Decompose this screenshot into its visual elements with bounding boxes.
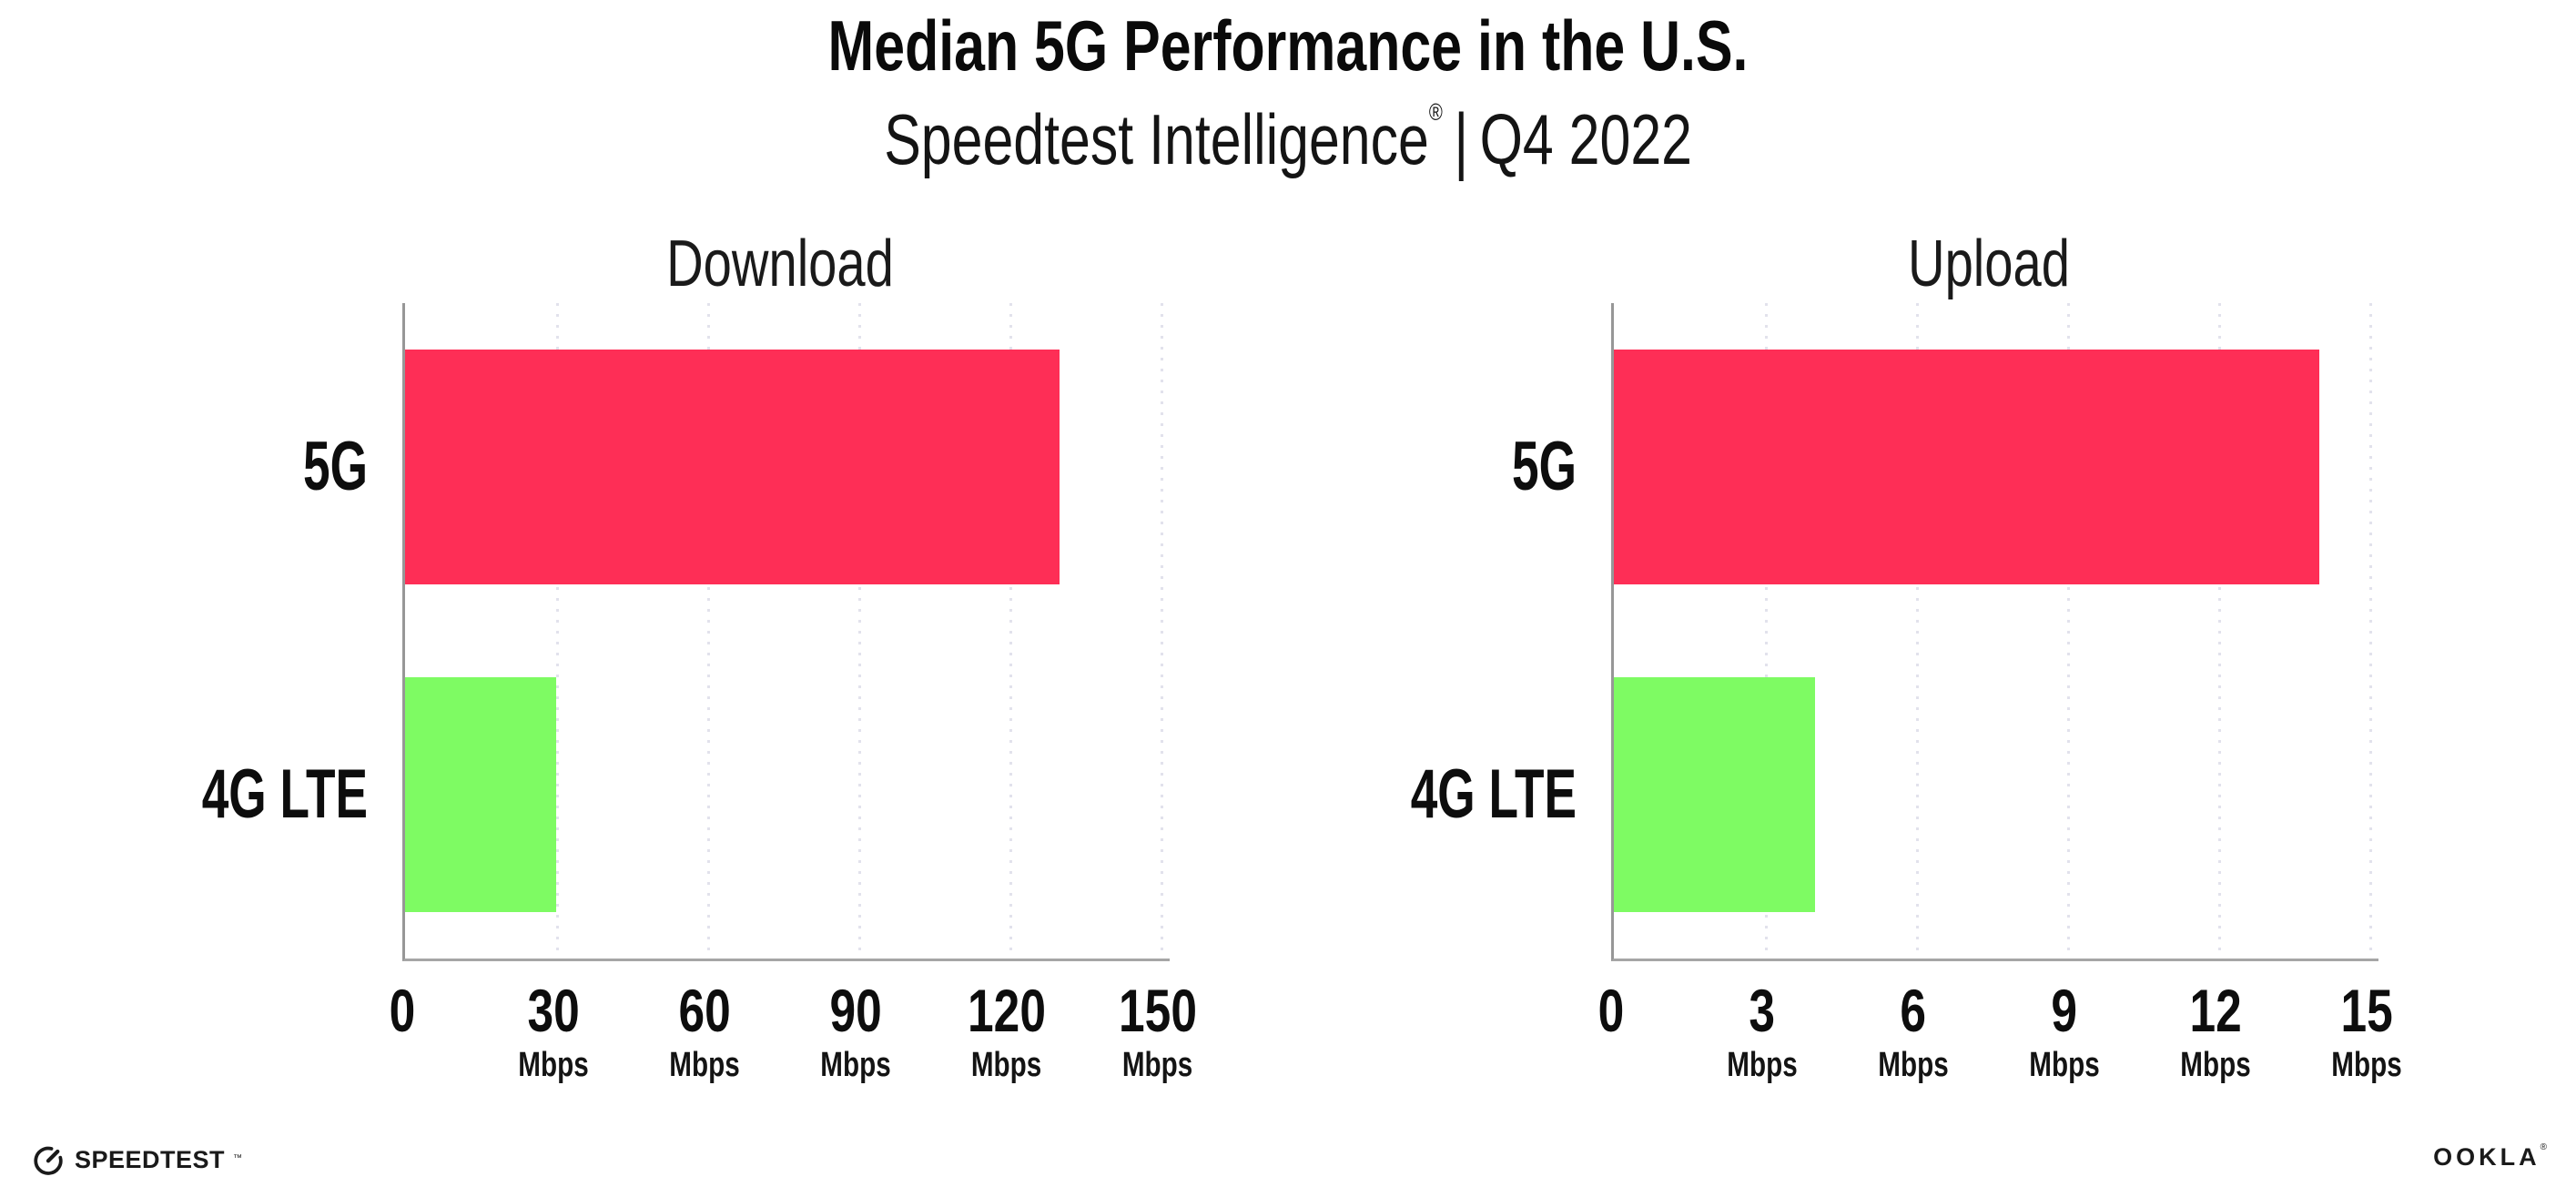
x-tick-30: 30 Mbps: [508, 980, 598, 1082]
gridline: [1765, 303, 1768, 959]
x-tick-value: 15: [2340, 977, 2393, 1044]
x-tick-unit: Mbps: [1122, 1046, 1193, 1084]
x-tick-3: 3 Mbps: [1717, 980, 1807, 1082]
x-tick-150: 150 Mbps: [1108, 980, 1208, 1082]
x-tick-6: 6 Mbps: [1868, 980, 1958, 1082]
chart-title-upload: Upload: [1908, 228, 2070, 300]
gridline: [2218, 303, 2221, 959]
x-tick-value: 60: [678, 977, 731, 1044]
plot-area-upload: [1611, 303, 2378, 961]
x-tick-unit: Mbps: [2180, 1046, 2251, 1084]
ookla-logo-text: OOKLA: [2433, 1143, 2541, 1171]
bar-5g-upload: [1614, 350, 2319, 584]
page-title: Median 5G Performance in the U.S.: [0, 10, 2576, 81]
gridline: [1161, 303, 1163, 959]
gridline: [858, 303, 861, 959]
category-label-5g: 5G: [1512, 428, 1577, 505]
ookla-registered-mark: ®: [2540, 1142, 2547, 1152]
bar-4g-lte-upload: [1614, 677, 1816, 912]
gridline: [2369, 303, 2372, 959]
x-tick-value: 30: [527, 977, 580, 1044]
x-tick-value: 9: [2051, 977, 2078, 1044]
subtitle: Speedtest Intelligence® | Q4 2022: [0, 96, 2576, 182]
chart-title-download: Download: [666, 228, 894, 300]
x-tick-60: 60 Mbps: [659, 980, 749, 1082]
x-tick-unit: Mbps: [669, 1046, 740, 1084]
subtitle-brand: Speedtest Intelligence: [884, 99, 1429, 179]
x-tick-15: 15 Mbps: [2321, 980, 2411, 1082]
x-tick-unit: Mbps: [2029, 1046, 2100, 1084]
registered-mark: ®: [1428, 98, 1443, 126]
x-tick-unit: Mbps: [2331, 1046, 2402, 1084]
x-tick-value: 0: [1597, 977, 1625, 1044]
x-tick-unit: Mbps: [971, 1046, 1042, 1084]
plot-area-download: [402, 303, 1170, 961]
gridline: [1916, 303, 1919, 959]
bar-5g-download: [405, 350, 1060, 584]
gridline: [707, 303, 710, 959]
x-tick-unit: Mbps: [518, 1046, 589, 1084]
subtitle-separator: |: [1454, 96, 1469, 182]
x-tick-value: 3: [1749, 977, 1776, 1044]
x-tick-90: 90 Mbps: [810, 980, 900, 1082]
x-tick-value: 0: [389, 977, 416, 1044]
x-tick-9: 9 Mbps: [2019, 980, 2109, 1082]
chart-panel-download: Download 5G 4G LTE 0 30 Mbps 60 Mbps 90 Mbps 120 Mb…: [202, 231, 1197, 1082]
x-tick-value: 6: [1900, 977, 1927, 1044]
page-title-text: Median 5G Performance in the U.S.: [827, 5, 1749, 86]
gridline: [1009, 303, 1012, 959]
subtitle-period: Q4 2022: [1479, 99, 1692, 179]
x-tick-12: 12 Mbps: [2170, 980, 2260, 1082]
x-tick-unit: Mbps: [820, 1046, 891, 1084]
ookla-logo: OOKLA®: [2433, 1142, 2547, 1171]
x-tick-0: 0: [1595, 980, 1628, 1040]
x-tick-0: 0: [386, 980, 420, 1040]
gridline: [2067, 303, 2070, 959]
x-tick-value: 150: [1119, 977, 1197, 1044]
x-tick-unit: Mbps: [1878, 1046, 1949, 1084]
speedtest-trademark: ™: [233, 1152, 243, 1163]
x-tick-120: 120 Mbps: [957, 980, 1057, 1082]
bar-4g-lte-download: [405, 677, 556, 912]
x-tick-value: 90: [829, 977, 882, 1044]
x-tick-value: 12: [2189, 977, 2242, 1044]
category-label-5g: 5G: [303, 428, 368, 505]
speedtest-gauge-icon: [30, 1141, 66, 1178]
speedtest-logo: SPEEDTEST ™: [30, 1141, 242, 1178]
x-tick-unit: Mbps: [1727, 1046, 1798, 1084]
x-tick-value: 120: [968, 977, 1046, 1044]
speedtest-logo-text: SPEEDTEST: [75, 1145, 226, 1173]
chart-panel-upload: Upload 5G 4G LTE 0 3 Mbps 6 Mbps 9 Mbps 12 Mbps 15 Mb…: [1411, 231, 2402, 1082]
category-label-4g-lte: 4G LTE: [1410, 756, 1577, 833]
category-label-4g-lte: 4G LTE: [201, 756, 368, 833]
gridline: [556, 303, 559, 959]
